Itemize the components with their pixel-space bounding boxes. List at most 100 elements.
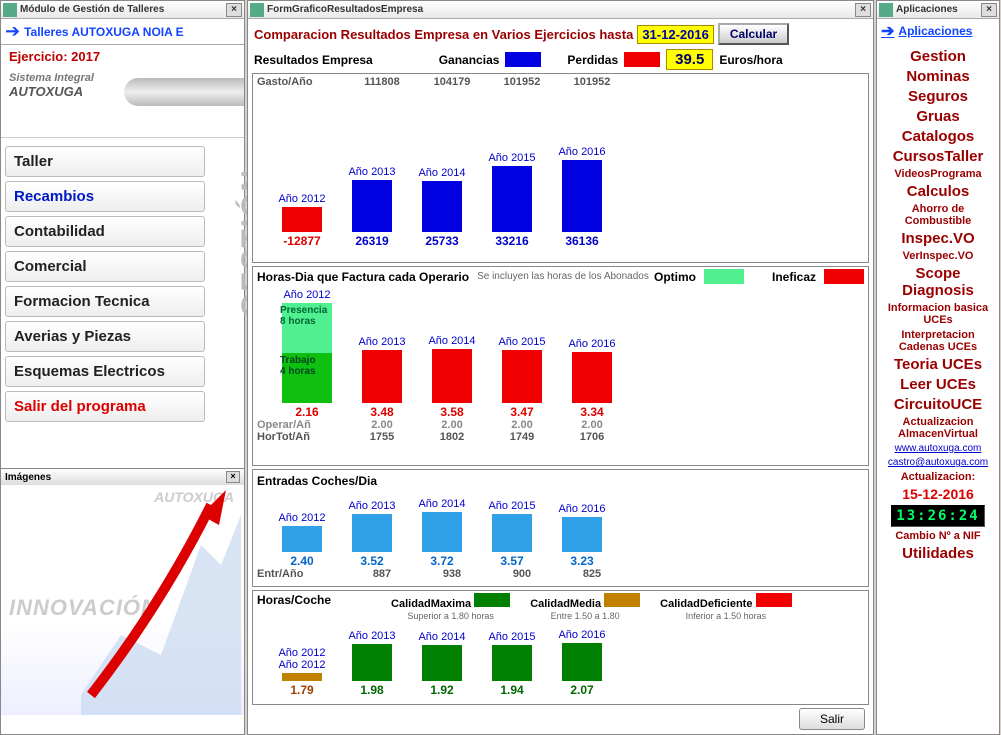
chart-column: Año 20153.57 [477,500,547,568]
rate-value: 39.5 [666,49,713,70]
chart-column: Año 20153.47 [487,336,557,419]
app-cursostaller[interactable]: CursosTaller [879,148,997,165]
close-icon[interactable]: × [226,471,240,483]
chart-column: Año 2012-12877 [267,193,337,248]
chart-column: Año 20163.23 [547,503,617,568]
calcular-button[interactable]: Calcular [718,23,789,45]
app-leer-uces[interactable]: Leer UCEs [879,376,997,393]
utilidades[interactable]: Utilidades [879,545,997,562]
wrench-icon [124,78,244,106]
chart-column: Año 20122.40 [267,512,337,568]
left-title: Módulo de Gestión de Talleres [20,4,164,15]
chart-column: Año 201425733 [407,167,477,248]
close-icon[interactable]: × [855,3,871,17]
app-icon [250,3,264,17]
chart-column: Año 20141.92 [407,631,477,697]
salir-button[interactable]: Salir [799,708,865,730]
headline-row: Comparacion Resultados Empresa en Varios… [248,19,873,49]
images-header: Imágenes × [1,469,244,485]
chart-column: Año 20163.34 [557,338,627,419]
calidaddeficiente-swatch [756,593,792,607]
app-icon [879,3,893,17]
chart-column: Año 20151.94 [477,631,547,697]
left-menu: GESTIÓN TallerRecambiosContabilidadComer… [1,138,244,468]
app-ahorro-de-combustible[interactable]: Ahorro de Combustible [879,203,997,227]
left-subtitle-row: ➔ Talleres AUTOXUGA NOIA E [1,19,244,45]
chart-column: Año 2012Año 20121.79 [267,647,337,697]
chart-column: Año 20133.52 [337,500,407,568]
link-website[interactable]: www.autoxuga.com [879,443,997,454]
images-section: Imágenes × AUTOXUGA INNOVACIÓN [1,468,244,715]
chart-column: Año 20133.48 [347,336,417,419]
ganancias-swatch [505,52,541,67]
aplicaciones-header: ➔ Aplicaciones [877,19,999,43]
right-panel: Aplicaciones × ➔ Aplicaciones Gestion Nom… [876,0,1000,735]
results-header: Resultados Empresa Ganancias Perdidas 39… [248,49,873,70]
chart-resultados: Gasto/Año 111808 104179 101952 101952 Añ… [252,73,869,263]
menu-contabilidad[interactable]: Contabilidad [5,216,205,247]
chart-horas-dia: Horas-Dia que Factura cada Operario Se i… [252,266,869,466]
chart-column: Año 201533216 [477,152,547,248]
perdidas-swatch [624,52,660,67]
app-interpretacion-cadenas-uces[interactable]: Interpretacion Cadenas UCEs [879,329,997,353]
menu-esquemas-electricos[interactable]: Esquemas Electricos [5,356,205,387]
calidadmaxima-swatch [474,593,510,607]
app-gestion[interactable]: Gestion [879,48,997,65]
innovation-image: AUTOXUGA INNOVACIÓN [1,485,244,715]
chart-entradas: Entradas Coches/Dia Año 20122.40Año 2013… [252,469,869,587]
close-icon[interactable]: × [226,3,242,17]
menu-formacion-tecnica[interactable]: Formacion Tecnica [5,286,205,317]
menu-salir-del-programa[interactable]: Salir del programa [5,391,205,422]
app-scope-diagnosis[interactable]: Scope Diagnosis [879,265,997,299]
left-panel: Módulo de Gestión de Talleres × ➔ Taller… [0,0,245,735]
chart-column: Año 20143.58 [417,335,487,419]
cambio-nif[interactable]: Cambio Nº a NIF [879,530,997,542]
app-videosprograma[interactable]: VideosPrograma [879,168,997,180]
right-titlebar: Aplicaciones × [877,1,999,19]
app-inspec-vo[interactable]: Inspec.VO [879,230,997,247]
center-panel: FormGraficoResultadosEmpresa × Comparaci… [247,0,874,735]
app-calculos[interactable]: Calculos [879,183,997,200]
app-list: Gestion Nominas Seguros Gruas Catalogos Curso… [877,43,999,567]
chart-column: Año 201636136 [547,146,617,248]
app-gruas[interactable]: Gruas [879,108,997,125]
app-teoria-uces[interactable]: Teoria UCEs [879,356,997,373]
center-titlebar: FormGraficoResultadosEmpresa × [248,1,873,19]
app-seguros[interactable]: Seguros [879,88,997,105]
date-field[interactable]: 31-12-2016 [637,25,714,44]
calidadmedia-swatch [604,593,640,607]
link-email[interactable]: castro@autoxuga.com [879,457,997,468]
footer: Salir [799,708,865,730]
app-circuitouce[interactable]: CircuitoUCE [879,396,997,413]
arrow-icon: ➔ [881,21,894,41]
subtitle-text[interactable]: Talleres AUTOXUGA NOIA E [24,25,184,39]
ejercicio-row: Ejercicio: 2017 [1,45,244,68]
menu-taller[interactable]: Taller [5,146,205,177]
ineficaz-swatch [824,269,864,284]
chart-column: Año 2012Presencia8 horasTrabajo4 horas2.… [267,289,347,419]
close-icon[interactable]: × [981,3,997,17]
menu-recambios[interactable]: Recambios [5,181,205,212]
chart-horas-coche: Horas/Coche CalidadMaxima Superior a 1.8… [252,590,869,705]
chart-column: Año 20131.98 [337,630,407,697]
left-titlebar: Módulo de Gestión de Talleres × [1,1,244,19]
optimo-swatch [704,269,744,284]
chart-column: Año 20143.72 [407,498,477,568]
app-verinspec-vo[interactable]: VerInspec.VO [879,250,997,262]
center-title: FormGraficoResultadosEmpresa [267,4,423,15]
menu-averias-y-piezas[interactable]: Averias y Piezas [5,321,205,352]
actualizacion-label: Actualizacion: [879,471,997,483]
actualizacion-date: 15-12-2016 [879,486,997,502]
app-informacion-basica-uces[interactable]: Informacion basica UCEs [879,302,997,326]
gasto-line: Gasto/Año 111808 104179 101952 101952 [257,76,864,88]
app-icon [3,3,17,17]
arrow-icon: ➔ [5,21,20,42]
logo-area: Sistema Integral AUTOXUGA [1,68,244,138]
menu-comercial[interactable]: Comercial [5,251,205,282]
app-catalogos[interactable]: Catalogos [879,128,997,145]
chart-column: Año 20162.07 [547,629,617,697]
digital-clock: 13:26:24 [891,505,984,527]
app-nominas[interactable]: Nominas [879,68,997,85]
app-actualizacion-almacenvirtual[interactable]: Actualizacion AlmacenVirtual [879,416,997,440]
chart-column: Año 201326319 [337,166,407,248]
